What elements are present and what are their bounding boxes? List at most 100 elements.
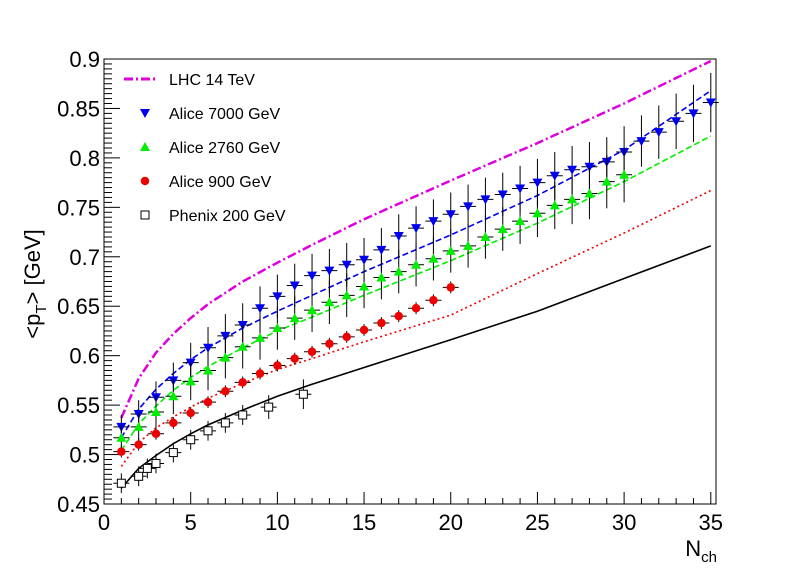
data-point <box>393 232 404 242</box>
data-point <box>117 447 126 456</box>
data-point <box>186 435 196 445</box>
data-point <box>272 292 283 302</box>
x-axis-title-subscript: ch <box>701 549 717 566</box>
data-point <box>549 200 560 210</box>
y-tick-label: 0.6 <box>69 344 100 369</box>
data-point <box>411 259 422 269</box>
y-axis-title-subscript: T <box>33 304 50 313</box>
data-point <box>601 176 612 186</box>
data-point <box>480 195 491 205</box>
data-point <box>653 128 664 138</box>
legend-label: LHC 14 TeV <box>169 72 255 89</box>
y-tick-label: 0.5 <box>69 443 100 468</box>
data-point <box>264 402 274 412</box>
y-tick-label: 0.45 <box>57 492 100 517</box>
data-point <box>238 378 247 387</box>
data-point <box>359 325 369 335</box>
y-tick-label: 0.7 <box>69 245 100 270</box>
data-point <box>169 418 178 428</box>
data-point <box>289 313 300 323</box>
data-point <box>168 391 179 401</box>
y-tick-label: 0.85 <box>57 96 100 121</box>
data-point <box>237 341 248 351</box>
data-point <box>307 305 318 315</box>
data-point <box>203 365 214 375</box>
y-axis-title: <pT> [GeV] <box>20 229 50 338</box>
data-point <box>238 410 248 420</box>
x-tick-label: 20 <box>439 510 463 535</box>
series-curve <box>120 59 712 419</box>
data-point <box>151 407 162 417</box>
data-point <box>142 463 152 473</box>
data-point <box>325 339 334 349</box>
data-point <box>532 178 543 188</box>
data-point <box>619 169 630 179</box>
y-tick-label: 0.9 <box>69 47 100 72</box>
data-point <box>636 137 647 147</box>
data-point <box>567 165 578 175</box>
data-point <box>394 311 403 321</box>
x-tick-label: 15 <box>352 510 376 535</box>
data-point <box>463 202 474 212</box>
data-point <box>116 432 127 442</box>
data-point <box>324 297 335 307</box>
y-tick-label: 0.65 <box>57 294 100 319</box>
legend-marker <box>140 109 150 118</box>
data-point <box>307 347 317 356</box>
data-point <box>168 448 178 458</box>
data-point <box>411 303 421 313</box>
data-point <box>151 458 161 468</box>
legend-label: Phenix 200 GeV <box>169 208 286 225</box>
data-point <box>203 397 213 407</box>
data-points-group <box>113 72 719 494</box>
axes-group: 0 5 10 15 20 25 30 35 0.45 0.5 0.55 0.6 0.65 0.7 0.75 0… <box>57 47 723 535</box>
data-point <box>359 255 370 265</box>
y-tick-label: 0.8 <box>69 146 100 171</box>
data-point <box>221 387 230 396</box>
x-tick-label: 35 <box>699 510 723 535</box>
data-point <box>220 331 231 341</box>
data-point <box>307 271 318 281</box>
data-point <box>705 98 716 108</box>
series-curve <box>120 189 712 467</box>
data-point <box>584 188 595 198</box>
data-point <box>515 184 526 194</box>
data-point <box>497 190 508 200</box>
data-point <box>290 354 299 363</box>
data-point <box>359 281 370 291</box>
data-point <box>116 478 126 488</box>
data-point <box>341 290 352 300</box>
y-tick-label: 0.75 <box>57 195 100 220</box>
data-point <box>324 266 335 276</box>
data-point <box>584 162 595 172</box>
data-point <box>186 408 195 418</box>
data-point <box>220 418 230 428</box>
data-point <box>341 260 352 270</box>
legend-marker <box>140 176 150 186</box>
data-point <box>255 369 265 378</box>
data-point <box>342 332 351 342</box>
plot-frame <box>103 58 717 505</box>
x-tick-label: 0 <box>98 510 110 535</box>
data-point <box>377 318 386 328</box>
data-point <box>567 194 578 204</box>
data-point <box>480 232 491 241</box>
legend-marker <box>140 142 150 151</box>
data-point <box>429 296 438 305</box>
data-point <box>255 332 266 342</box>
legend-label: Alice 2760 GeV <box>169 140 281 157</box>
data-point <box>203 426 213 436</box>
data-point <box>289 281 300 291</box>
data-point <box>671 117 682 127</box>
legend-label: Alice 900 GeV <box>169 174 272 191</box>
data-point <box>151 429 161 439</box>
data-point <box>376 245 387 255</box>
x-axis-title: Nch <box>685 536 717 566</box>
data-point <box>203 343 214 353</box>
series-curve <box>120 245 712 489</box>
data-point <box>463 240 474 250</box>
legend-label: Alice 7000 GeV <box>169 106 281 123</box>
legend-marker <box>140 210 150 220</box>
data-point <box>446 283 455 292</box>
